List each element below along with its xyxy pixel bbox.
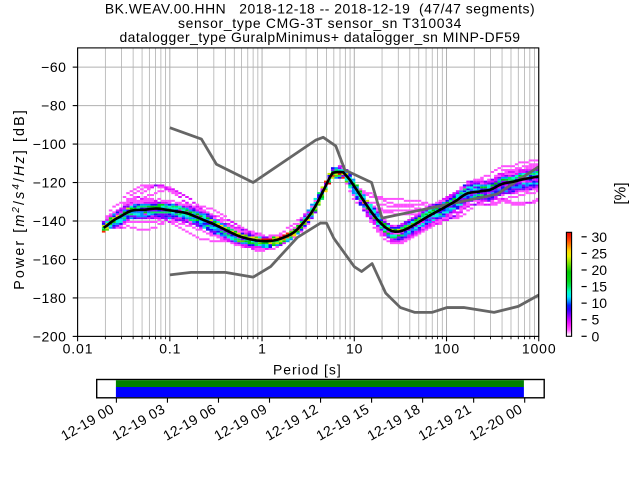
svg-text:0.01: 0.01 <box>63 341 94 357</box>
svg-text:25: 25 <box>592 245 608 261</box>
svg-text:30: 30 <box>592 229 608 245</box>
svg-text:−180: −180 <box>33 290 67 306</box>
svg-text:−60: −60 <box>41 59 66 75</box>
svg-text:Period [s]: Period [s] <box>273 362 342 378</box>
svg-text:0.1: 0.1 <box>159 341 181 357</box>
svg-text:0: 0 <box>592 328 600 344</box>
svg-text:−140: −140 <box>33 213 67 229</box>
svg-text:Power [m2/s4/Hz] [dB]: Power [m2/s4/Hz] [dB] <box>11 108 28 290</box>
svg-text:5: 5 <box>592 312 600 328</box>
svg-text:100: 100 <box>434 341 460 357</box>
svg-text:datalogger_type GuralpMinimus+: datalogger_type GuralpMinimus+ datalogge… <box>119 29 520 45</box>
svg-text:−200: −200 <box>33 328 67 344</box>
svg-text:−160: −160 <box>33 251 67 267</box>
svg-text:15: 15 <box>592 279 608 295</box>
svg-text:BK.WEAV.00.HHN 2018-12-18 --: BK.WEAV.00.HHN 2018-12-18 -- 2018-12-19 … <box>105 0 535 16</box>
svg-text:20: 20 <box>592 262 608 278</box>
svg-text:[%]: [%] <box>613 182 630 204</box>
svg-text:−120: −120 <box>33 175 67 191</box>
svg-text:10: 10 <box>346 341 363 357</box>
svg-text:sensor_type CMG-3T sensor_sn T: sensor_type CMG-3T sensor_sn T310034 <box>178 15 462 31</box>
svg-text:1000: 1000 <box>522 341 557 357</box>
svg-text:10: 10 <box>592 295 608 311</box>
svg-text:−80: −80 <box>41 98 66 114</box>
svg-text:1: 1 <box>258 341 267 357</box>
svg-text:−100: −100 <box>33 136 67 152</box>
